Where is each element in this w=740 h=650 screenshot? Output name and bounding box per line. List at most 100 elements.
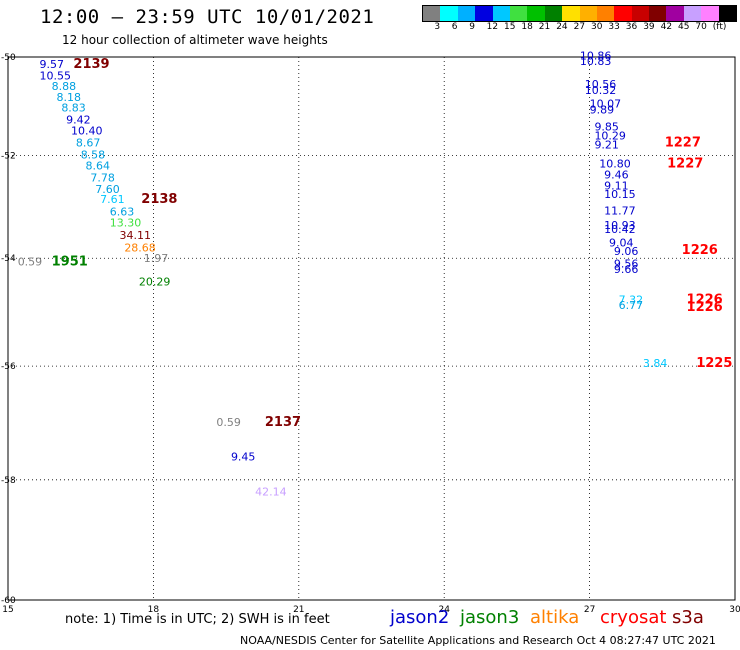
y-tick-label: -56 <box>1 362 16 372</box>
wave-height-label: 10.55 <box>40 69 72 82</box>
legend-item-altika: altika <box>530 607 580 628</box>
color-swatch <box>649 6 667 21</box>
wave-height-label: 8.67 <box>76 136 101 149</box>
wave-height-label: 9.85 <box>594 120 619 133</box>
legend-item-cryosat: cryosat <box>600 607 667 628</box>
color-swatch <box>457 6 476 21</box>
wave-height-label: 8.64 <box>86 159 111 172</box>
x-tick-label: 24 <box>438 605 450 615</box>
wave-height-label: 10.15 <box>604 188 636 201</box>
wave-height-label: 20.29 <box>139 276 171 289</box>
color-scale-tick: 70 <box>695 22 707 32</box>
color-swatch <box>509 6 528 21</box>
x-tick-label: 18 <box>148 605 160 615</box>
color-scale-tick: 39 <box>643 22 655 32</box>
wave-height-label: 9.89 <box>590 104 615 117</box>
color-scale-tick: 9 <box>469 22 475 32</box>
wave-height-label: 10.56 <box>585 78 617 91</box>
pass-time-label: 1227 <box>665 135 701 150</box>
color-scale-tick: 33 <box>608 22 620 32</box>
wave-height-label: 10.83 <box>580 55 612 68</box>
x-tick-label: 21 <box>293 605 304 615</box>
wave-height-label: 9.66 <box>614 263 639 276</box>
color-scale-tick: 36 <box>625 22 638 32</box>
color-scale-tick: 30 <box>591 22 603 32</box>
color-scale-tick: 12 <box>486 22 499 32</box>
map-frame <box>7 56 736 601</box>
wave-height-label: 6.77 <box>619 299 644 312</box>
legend-item-s3a: s3a <box>672 607 704 628</box>
legend-item-jason2: jason2 <box>390 607 450 628</box>
color-swatch <box>683 6 702 21</box>
color-swatch <box>544 6 563 21</box>
wave-height-label: 10.80 <box>599 157 631 170</box>
color-swatch <box>475 6 493 21</box>
x-tick-label: 30 <box>729 605 740 615</box>
wave-height-label: 9.57 <box>40 58 65 71</box>
pass-time-label: 1226 <box>687 300 723 315</box>
wave-height-label: 1.97 <box>144 252 169 265</box>
x-tick-label: 15 <box>2 605 13 615</box>
color-swatch <box>631 6 650 21</box>
y-tick-label: -60 <box>1 596 16 606</box>
color-scale-tick: 21 <box>538 22 551 32</box>
pass-time-label: 1951 <box>52 254 88 269</box>
color-scale-tick: 3 <box>434 22 441 32</box>
wave-height-label: 8.88 <box>52 80 76 93</box>
color-scale-tick: (ft) <box>712 22 727 32</box>
color-swatch <box>440 6 458 21</box>
wave-height-label: 9.11 <box>604 180 629 193</box>
color-scale-tick: 18 <box>521 22 533 32</box>
color-swatch <box>701 6 719 21</box>
color-swatch <box>492 6 510 21</box>
pass-time-label: 1225 <box>696 356 732 371</box>
wave-height-label: 9.06 <box>614 245 639 258</box>
y-tick-label: -50 <box>1 53 16 63</box>
color-scale-tick: 45 <box>678 22 690 32</box>
wave-height-label: 42.14 <box>255 486 287 499</box>
color-scale-bar <box>422 5 738 22</box>
wave-height-label: 10.32 <box>585 84 617 97</box>
wave-height-labels: 9.57 213910.558.888.188.839.4210.408.678.… <box>18 50 733 499</box>
wave-height-label: 8.83 <box>61 102 86 115</box>
wave-height-label: 10.07 <box>590 98 622 111</box>
map-subtitle: 12 hour collection of altimeter wave hei… <box>62 33 328 47</box>
wave-height-label: 10.42 <box>604 223 636 236</box>
legend-item-jason3: jason3 <box>460 607 520 628</box>
x-tick-label: 27 <box>584 605 595 615</box>
wave-height-label: 10.86 <box>580 50 612 63</box>
wave-height-label: 10.93 <box>604 219 636 232</box>
wave-height-label: 9.45 <box>231 451 256 464</box>
wave-height-label: 11.77 <box>604 204 636 217</box>
wave-height-label: 13.30 <box>110 217 142 230</box>
pass-time-label: 1227 <box>667 156 703 171</box>
wave-height-label: 28.68 <box>124 242 156 255</box>
wave-height-label: 10.40 <box>71 124 103 137</box>
wave-height-label: 9.56 <box>614 257 639 270</box>
y-tick-label: -52 <box>1 151 16 161</box>
axis-ticks: 15 18 21 24 27 30 -50 -52 -54 -56 -58 -60 <box>1 53 740 615</box>
wave-height-label: 9.21 <box>594 138 619 151</box>
wave-height-label: 8.58 <box>81 148 106 161</box>
wave-height-label: 10.29 <box>594 129 626 142</box>
pass-time-label: 2139 <box>73 57 109 72</box>
map-grid <box>8 57 735 600</box>
wave-height-label: 9.04 <box>609 236 634 249</box>
color-swatch <box>596 6 615 21</box>
wave-height-label: 34.11 <box>119 229 150 242</box>
pass-time-label: 2137 <box>265 415 301 430</box>
y-tick-label: -54 <box>1 254 16 264</box>
color-swatch <box>527 6 545 21</box>
pass-time-label: 1226 <box>687 293 723 308</box>
color-scale-tick: 6 <box>451 22 458 32</box>
color-swatch <box>718 6 737 21</box>
wave-height-label: 0.59 <box>216 416 241 429</box>
wave-height-label: 0.59 <box>18 255 43 268</box>
wave-height-label: 8.18 <box>56 91 81 104</box>
wave-height-label: 7.60 <box>95 183 120 196</box>
wave-height-label: 7.61 <box>100 193 125 206</box>
footnote: note: 1) Time is in UTC; 2) SWH is in fe… <box>65 612 330 627</box>
wave-height-label: 6.63 <box>110 205 135 218</box>
map-title: 12:00 — 23:59 UTC 10/01/2021 <box>40 6 375 28</box>
